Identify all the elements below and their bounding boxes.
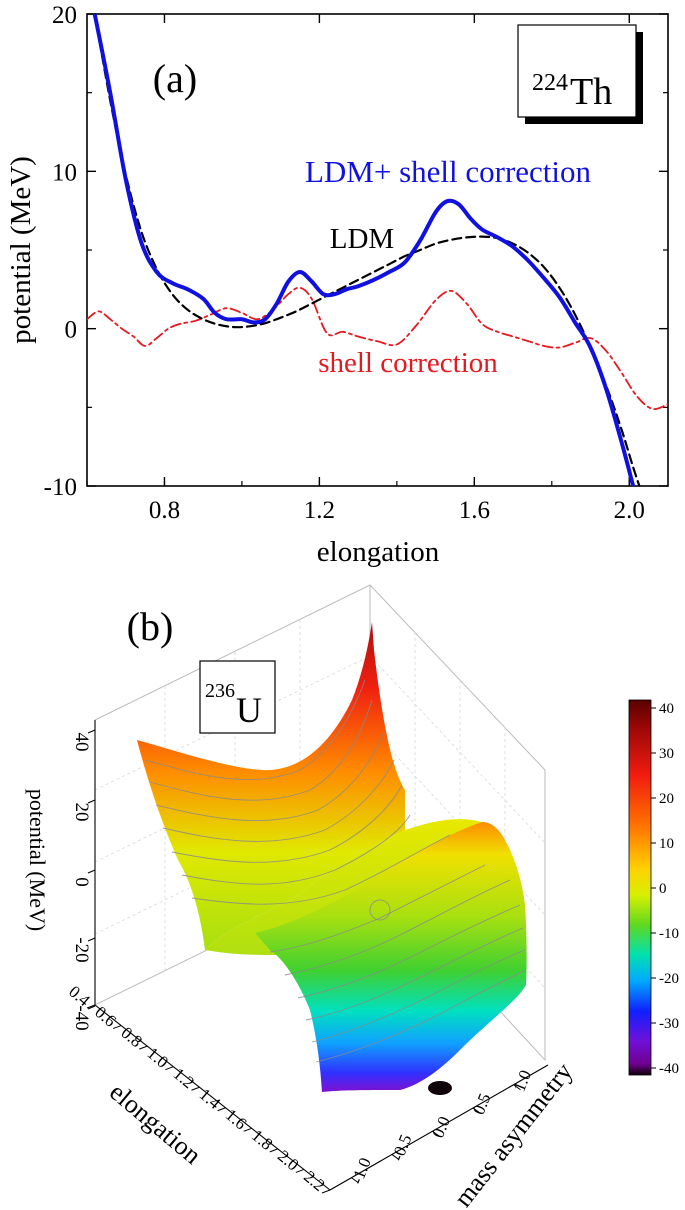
nucleus-symbol-b: U [236, 690, 262, 730]
z-tick-label: 40 [71, 733, 92, 752]
x-tick-b [321, 1189, 331, 1194]
colorbar-tick-label: 20 [659, 791, 674, 807]
series-line-dashdot [87, 286, 668, 410]
colorbar-tick-label: 10 [659, 836, 674, 852]
annotation-shell-correction: shell correction [318, 347, 498, 379]
x-tick-label-b: 1.8 [248, 1126, 276, 1154]
y-tick-b [350, 1177, 359, 1183]
z-axis-label: potential (MeV) [25, 789, 50, 931]
y-tick-label-a: 0 [65, 317, 78, 344]
y-tick-label-a: -10 [44, 474, 77, 501]
nucleus-box-b [199, 660, 276, 734]
contour-lines [144, 679, 527, 1063]
x-tick-b [269, 1148, 278, 1153]
colorbar-tick-label: -40 [659, 1061, 679, 1077]
x-tick-b [86, 1004, 96, 1009]
annotation-ldm: LDM [330, 223, 394, 255]
colorbar-tick-label: -20 [659, 971, 679, 987]
y-axis-label-a: potential (MeV) [5, 156, 37, 344]
panel-a-label: (a) [153, 56, 197, 101]
x-tick-label-b: 1.6 [222, 1105, 250, 1133]
y-tick-b [472, 1107, 481, 1114]
x-tick-b [295, 1168, 305, 1173]
x-tick-label-a: 1.2 [304, 497, 335, 524]
y-tick-label-a: 10 [52, 159, 77, 186]
x-tick-b [112, 1025, 122, 1030]
z-tick [87, 1005, 96, 1010]
x-tick-b [165, 1066, 174, 1071]
colorbar-tick-label: -10 [659, 926, 679, 942]
x-tick-label-a: 1.6 [459, 497, 490, 524]
colorbar-tick-label: -30 [659, 1016, 679, 1032]
z-tick-label: 20 [71, 803, 92, 822]
x-tick-label-b: 1.0 [143, 1044, 171, 1072]
series-line-dashed [93, 14, 641, 486]
colorbar [628, 699, 652, 1076]
x-tick-label-b: 1.2 [170, 1064, 198, 1092]
y-tick-b [391, 1153, 399, 1160]
y-tick-b [513, 1084, 521, 1091]
y-tick-label-a: 20 [52, 2, 77, 29]
surface-front-wall [137, 622, 405, 950]
z-tick-label: -20 [71, 937, 92, 962]
panel-b-label: (b) [127, 604, 174, 649]
colorbar-tick-label: 30 [659, 746, 674, 762]
y-tick-label-b: 0.5 [469, 1091, 495, 1118]
x-tick-b [243, 1127, 252, 1132]
x-tick-b [191, 1086, 200, 1091]
surface-trough [205, 819, 482, 955]
x-tick-label-b: 0.8 [117, 1023, 145, 1051]
x-tick-label-b: 2.2 [300, 1167, 328, 1195]
z-tick [87, 729, 96, 734]
z-tick [87, 799, 96, 804]
z-tick-label: -40 [71, 1005, 92, 1030]
nucleus-symbol-a: Th [570, 71, 612, 113]
x-tick-label-b: 2.0 [274, 1146, 302, 1174]
y-tick-label-b: -0.5 [388, 1132, 416, 1164]
x-tick-label-b: 1.4 [196, 1085, 225, 1114]
x-tick-b [139, 1045, 148, 1050]
panel-b: (b) [25, 584, 679, 1210]
nucleus-mass-b: 236 [205, 680, 235, 702]
surface-minimum [428, 1081, 452, 1095]
y-tick-b [431, 1130, 440, 1137]
x-tick-b [217, 1107, 226, 1112]
x-axis-label-a: elongation [317, 536, 440, 568]
panel-a: 0.8 1.2 1.6 2.0 -10 0 10 20 (a) 224 Th LDM+ she… [5, 2, 669, 568]
x-axis-label-b: elongation [104, 1077, 207, 1170]
surface-back-wall [255, 822, 527, 1092]
z-tick [87, 937, 96, 942]
nucleus-box [517, 24, 637, 118]
colorbar-tick-label: 0 [659, 881, 667, 897]
x-tick-label-a: 0.8 [149, 497, 180, 524]
z-tick [87, 869, 96, 874]
colorbar-tick-label: 40 [659, 701, 674, 717]
box-front-edges [94, 720, 549, 1191]
x-tick-label-b: 0.6 [91, 1002, 119, 1030]
y-tick-label-b: -1.0 [347, 1155, 375, 1187]
nucleus-mass-a: 224 [532, 70, 568, 96]
series-line-solid [92, 14, 636, 486]
y-tick-label-b: 0.0 [428, 1114, 454, 1141]
x-tick-label-a: 2.0 [614, 497, 645, 524]
annotation-ldm-shell: LDM+ shell correction [305, 154, 592, 189]
z-tick-label: 0 [71, 877, 92, 887]
